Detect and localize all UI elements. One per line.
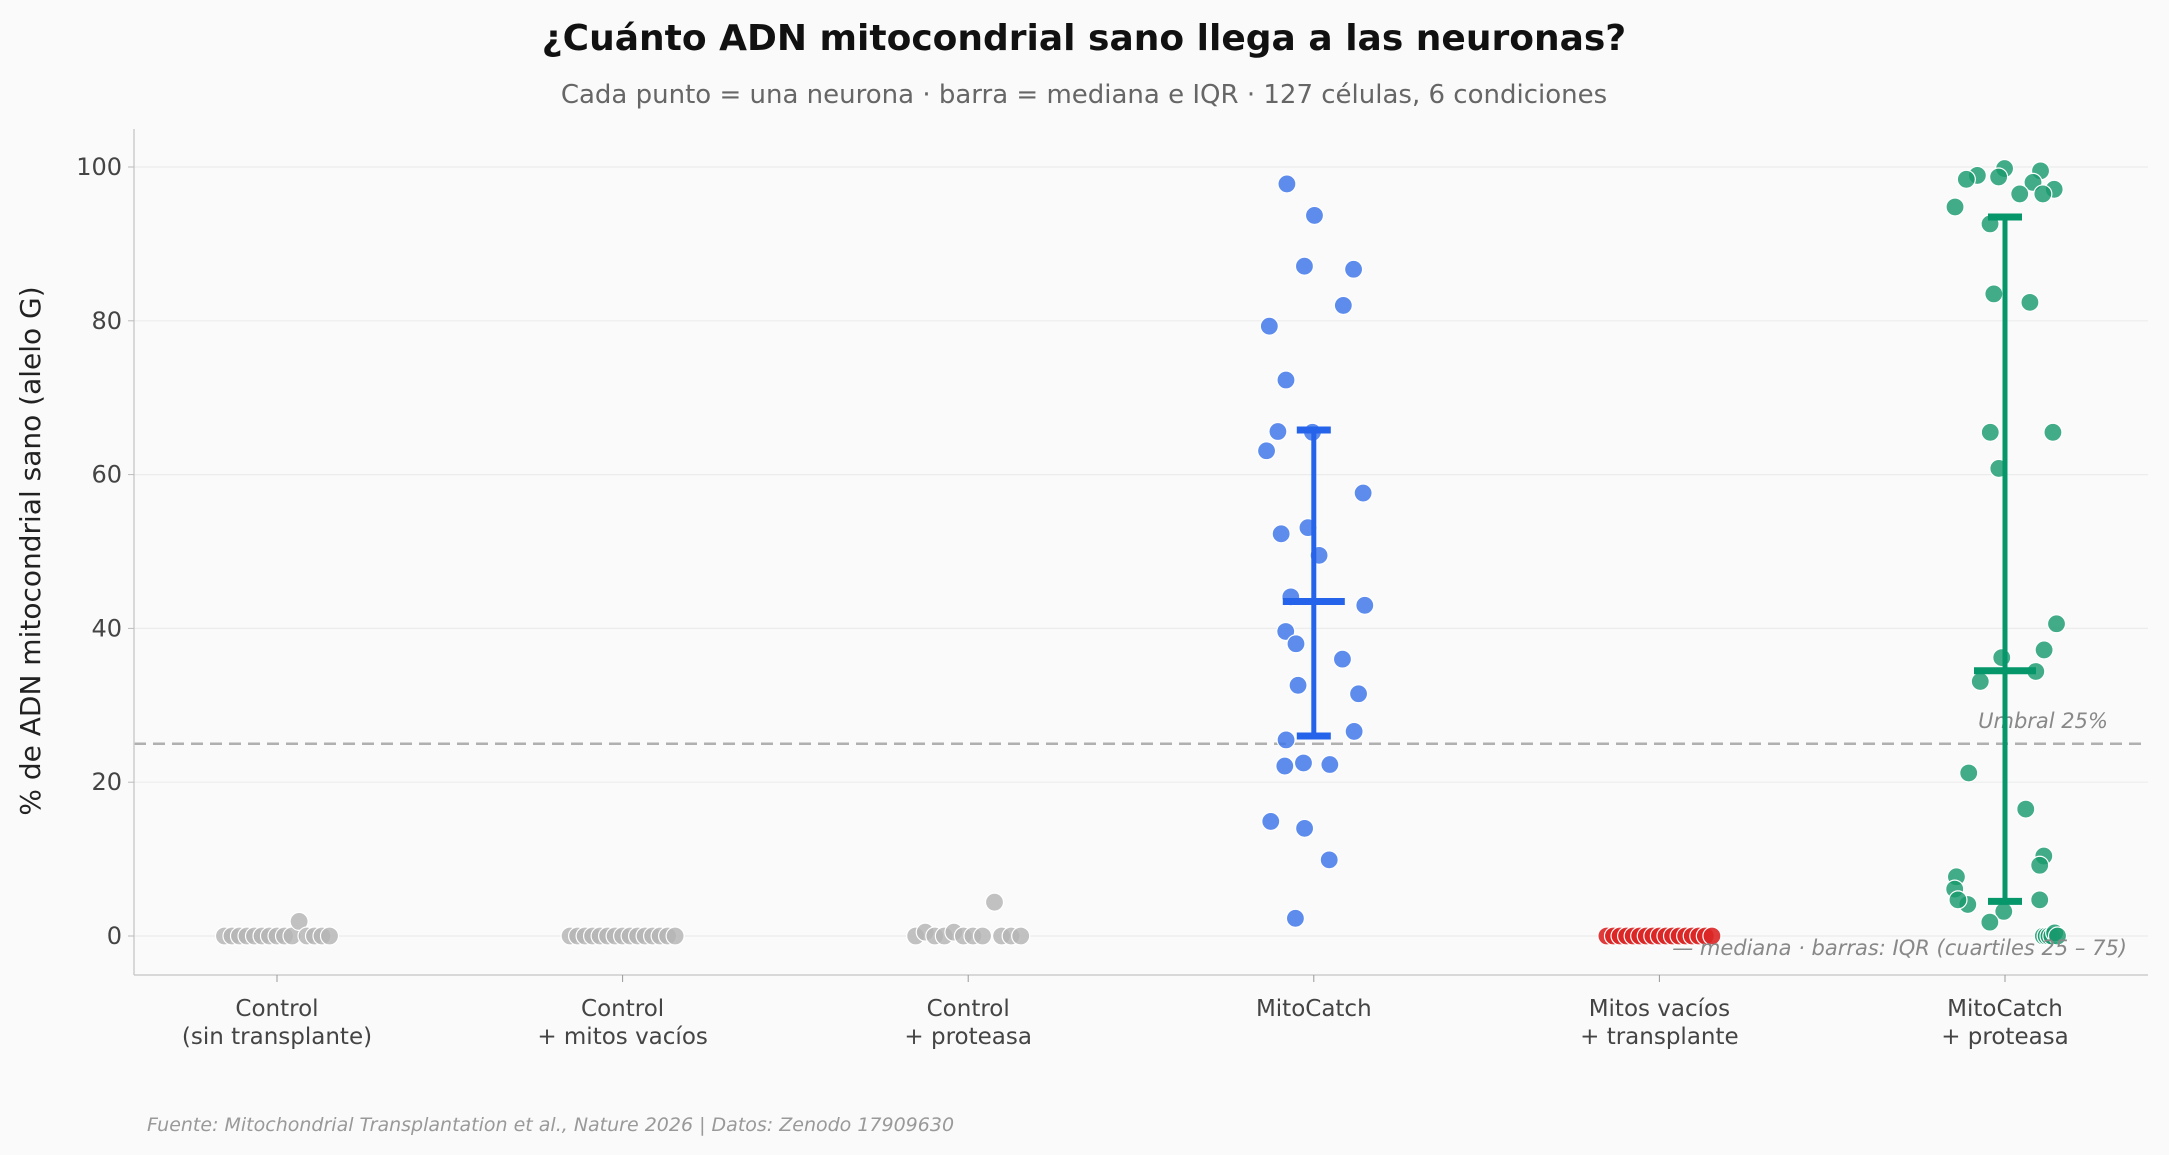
data-point [1702, 926, 1722, 946]
data-point [984, 892, 1005, 912]
x-tick-label: Control [235, 996, 318, 1022]
legend-note: — mediana · barras: IQR (cuartiles 25 – … [1672, 936, 2127, 960]
x-tick-label: + proteasa [1941, 1024, 2069, 1050]
chart-subtitle: Cada punto = una neurona · barra = media… [561, 80, 1607, 110]
data-point [1011, 926, 1031, 946]
data-point [1970, 671, 1990, 692]
y-tick-label: 0 [107, 922, 122, 950]
data-point [2010, 184, 2030, 204]
data-point [1956, 169, 1976, 189]
data-point [1286, 634, 1306, 654]
data-point [2033, 184, 2053, 204]
data-point [1989, 167, 2009, 187]
data-point [972, 926, 993, 946]
y-tick-label: 60 [91, 461, 122, 489]
data-point [665, 926, 685, 946]
data-point [1984, 284, 2004, 304]
data-point [1294, 818, 1315, 838]
data-point [2046, 614, 2067, 634]
data-point [1945, 197, 1965, 217]
data-point [1333, 295, 1353, 316]
x-tick-label: Control [927, 996, 1010, 1022]
threshold-label: Umbral 25% [1978, 709, 2108, 733]
x-tick-label: MitoCatch [1947, 996, 2063, 1022]
data-point [1948, 890, 1968, 910]
data-point [2043, 422, 2063, 442]
data-point [2030, 855, 2050, 875]
data-point [1355, 595, 1375, 615]
data-point [1276, 621, 1296, 642]
y-axis-label: % de ADN mitocondrial sano (alelo G) [14, 286, 47, 815]
data-point [1275, 756, 1295, 776]
data-point [2047, 926, 2068, 946]
data-point [319, 926, 340, 946]
data-point [1256, 441, 1277, 461]
x-tick-label: MitoCatch [1256, 996, 1372, 1022]
footer-source: Fuente: Mitochondrial Transplantation et… [147, 1114, 954, 1136]
data-point [289, 911, 309, 931]
y-tick-label: 20 [91, 768, 122, 796]
data-point [1332, 649, 1353, 669]
data-point [1294, 256, 1315, 276]
x-tick-label: + transplante [1580, 1024, 1739, 1050]
data-point [1293, 753, 1314, 773]
data-point [1980, 912, 2000, 932]
data-point [1277, 174, 1297, 194]
data-point [1353, 483, 1373, 503]
x-tick-label: Mitos vacíos [1589, 996, 1730, 1022]
data-point [1261, 811, 1281, 832]
data-point [2020, 292, 2040, 312]
data-point [1268, 421, 1288, 442]
data-point [1288, 675, 1308, 695]
y-tick-label: 80 [91, 307, 122, 335]
data-point [1344, 721, 1364, 742]
y-tick-label: 40 [91, 614, 122, 642]
x-tick-label: Control [581, 996, 664, 1022]
x-tick-label: (sin transplante) [182, 1024, 372, 1050]
chart-title: ¿Cuánto ADN mitocondrial sano llega a la… [542, 18, 1626, 59]
data-point [2030, 890, 2050, 910]
y-tick-label: 100 [76, 153, 122, 181]
data-point [1304, 205, 1325, 226]
x-tick-label: + proteasa [904, 1024, 1032, 1050]
data-point [1276, 370, 1296, 390]
data-point [1992, 648, 2012, 668]
data-point [1271, 524, 1291, 544]
data-point [1259, 316, 1279, 336]
data-point [1320, 754, 1340, 775]
data-point [1348, 684, 1369, 704]
data-point [2034, 640, 2054, 660]
data-point [1276, 730, 1296, 750]
data-point [1980, 422, 2000, 442]
data-point [1285, 908, 1306, 928]
data-point [2016, 799, 2036, 819]
x-tick-label: + mitos vacíos [537, 1024, 708, 1050]
data-point [1319, 850, 1339, 870]
data-point [1959, 763, 1979, 783]
data-point [1343, 259, 1364, 279]
